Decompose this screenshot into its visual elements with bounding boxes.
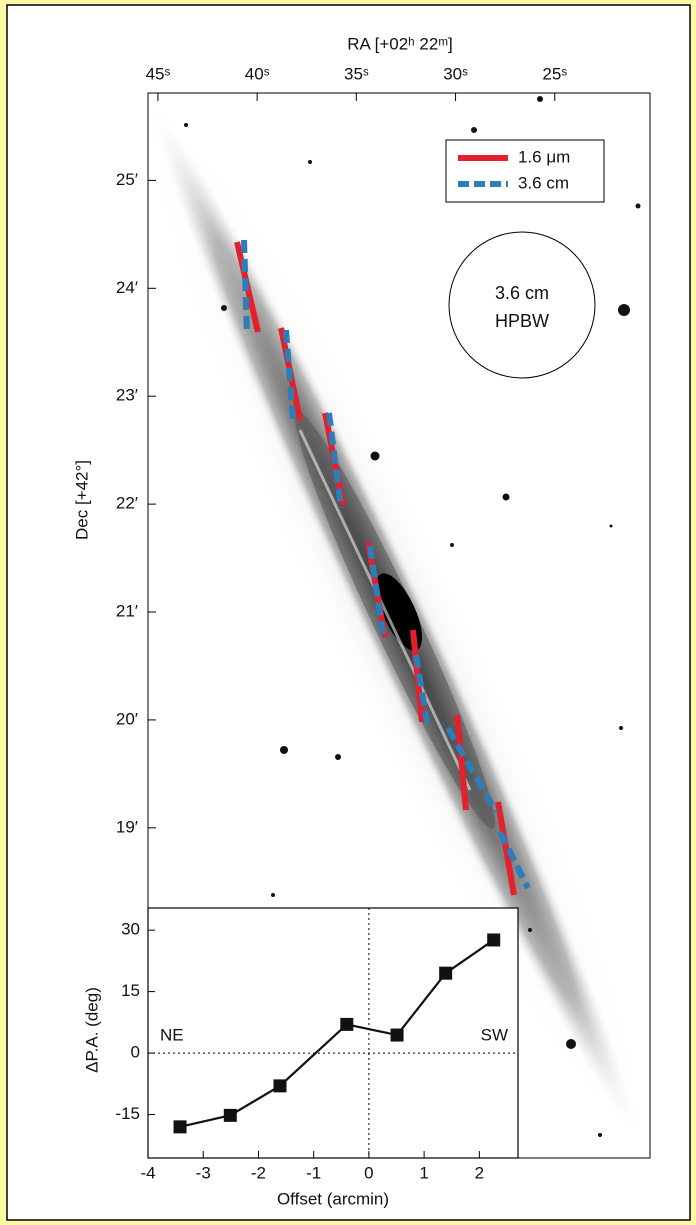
legend-box (445, 139, 605, 203)
inset-y-title: ΔP.A. (deg) (82, 987, 101, 1073)
y-tick-label: 23′ (116, 386, 138, 405)
polarization-vectors (234, 239, 531, 896)
x-tick-label: 35ˢ (344, 64, 369, 83)
beam-label: HPBW (495, 311, 549, 331)
y-tick-label: 24′ (116, 278, 138, 297)
y-tick-label: -15 (115, 1104, 140, 1123)
marker (390, 1028, 404, 1042)
x-tick-label: 0 (364, 1163, 373, 1182)
annotation: SW (481, 1025, 508, 1044)
x-tick-label: -3 (196, 1163, 211, 1182)
marker (439, 966, 453, 980)
marker (340, 1017, 354, 1031)
legend-label: 3.6 cm (518, 173, 569, 192)
x-tick-label: -2 (251, 1163, 266, 1182)
x-tick-label: 25ˢ (542, 64, 567, 83)
y-axis-title: Dec [+42°] (72, 460, 91, 540)
beam-circle (448, 231, 596, 379)
x-tick-label: 1 (419, 1163, 428, 1182)
x-tick-label: 45ˢ (146, 64, 171, 83)
y-tick-label: 21′ (116, 601, 138, 620)
marker (487, 933, 501, 947)
x-tick-label: -1 (306, 1163, 321, 1182)
marker (173, 1120, 187, 1134)
y-tick-label: 25′ (116, 170, 138, 189)
y-tick-label: 22′ (116, 494, 138, 513)
y-tick-label: 30 (121, 920, 140, 939)
annotation: NE (160, 1025, 184, 1044)
marker (273, 1079, 287, 1093)
y-tick-label: 19′ (116, 817, 138, 836)
y-tick-label: 20′ (116, 709, 138, 728)
inset-x-title: Offset (arcmin) (277, 1189, 389, 1208)
y-tick-label: 0 (131, 1043, 140, 1062)
marker (223, 1108, 237, 1122)
x-tick-label: 2 (475, 1163, 484, 1182)
x-tick-label: 30ˢ (443, 64, 468, 83)
x-axis-title: RA [+02ʰ 22ᵐ] (347, 34, 453, 53)
y-tick-label: 15 (121, 981, 140, 1000)
x-tick-label: -4 (140, 1163, 155, 1182)
legend-label: 1.6 μm (518, 147, 570, 166)
x-tick-label: 40ˢ (245, 64, 270, 83)
beam-label: 3.6 cm (495, 283, 549, 303)
inset-frame (147, 907, 519, 1159)
